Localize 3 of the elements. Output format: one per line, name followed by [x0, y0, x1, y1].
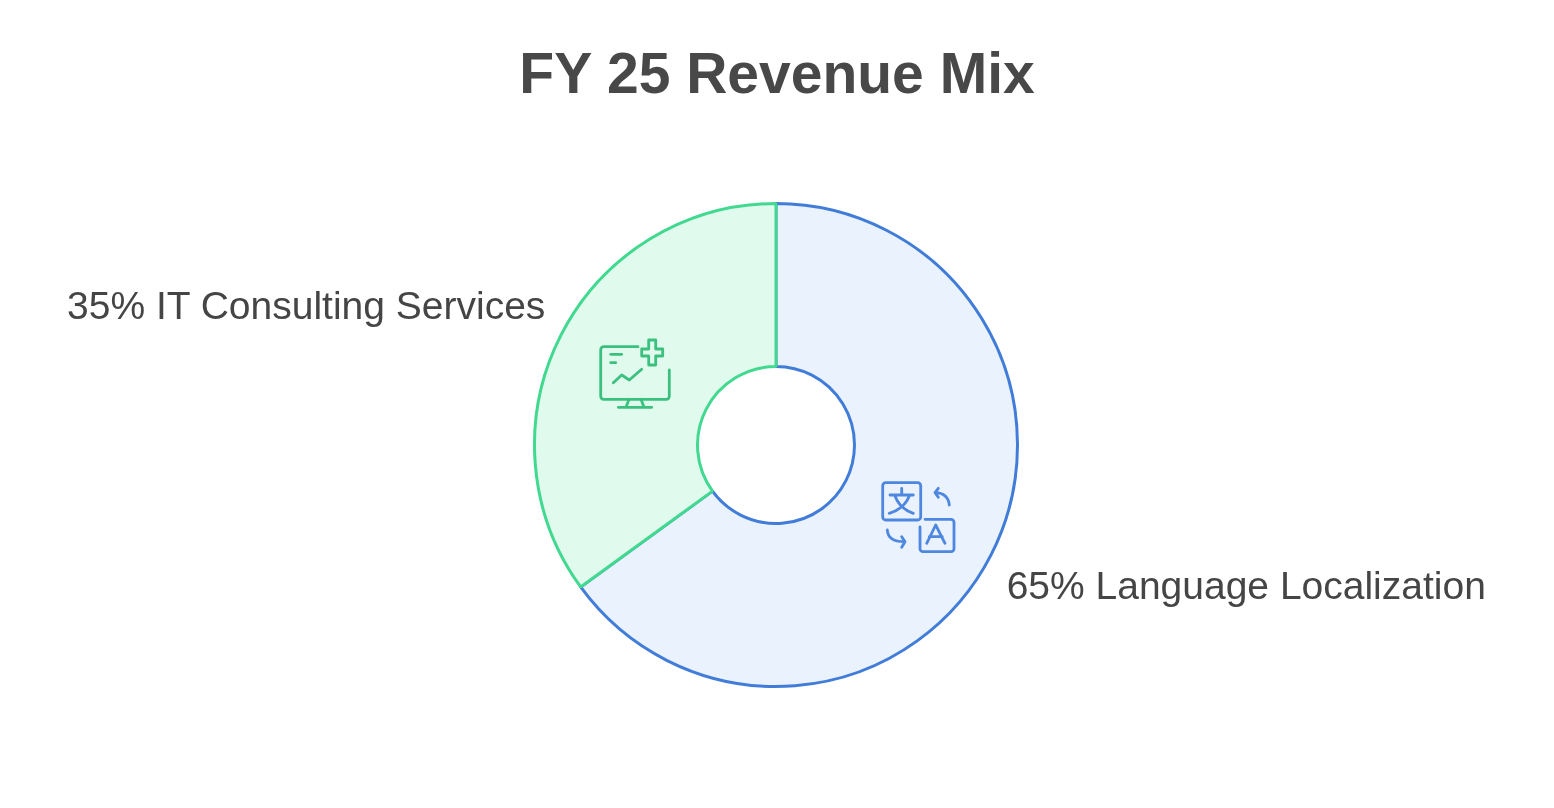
chart-title: FY 25 Revenue Mix: [519, 41, 1035, 105]
slice-label: 65% Language Localization: [1006, 563, 1486, 607]
slice-label: 35% IT Consulting Services: [67, 284, 546, 328]
